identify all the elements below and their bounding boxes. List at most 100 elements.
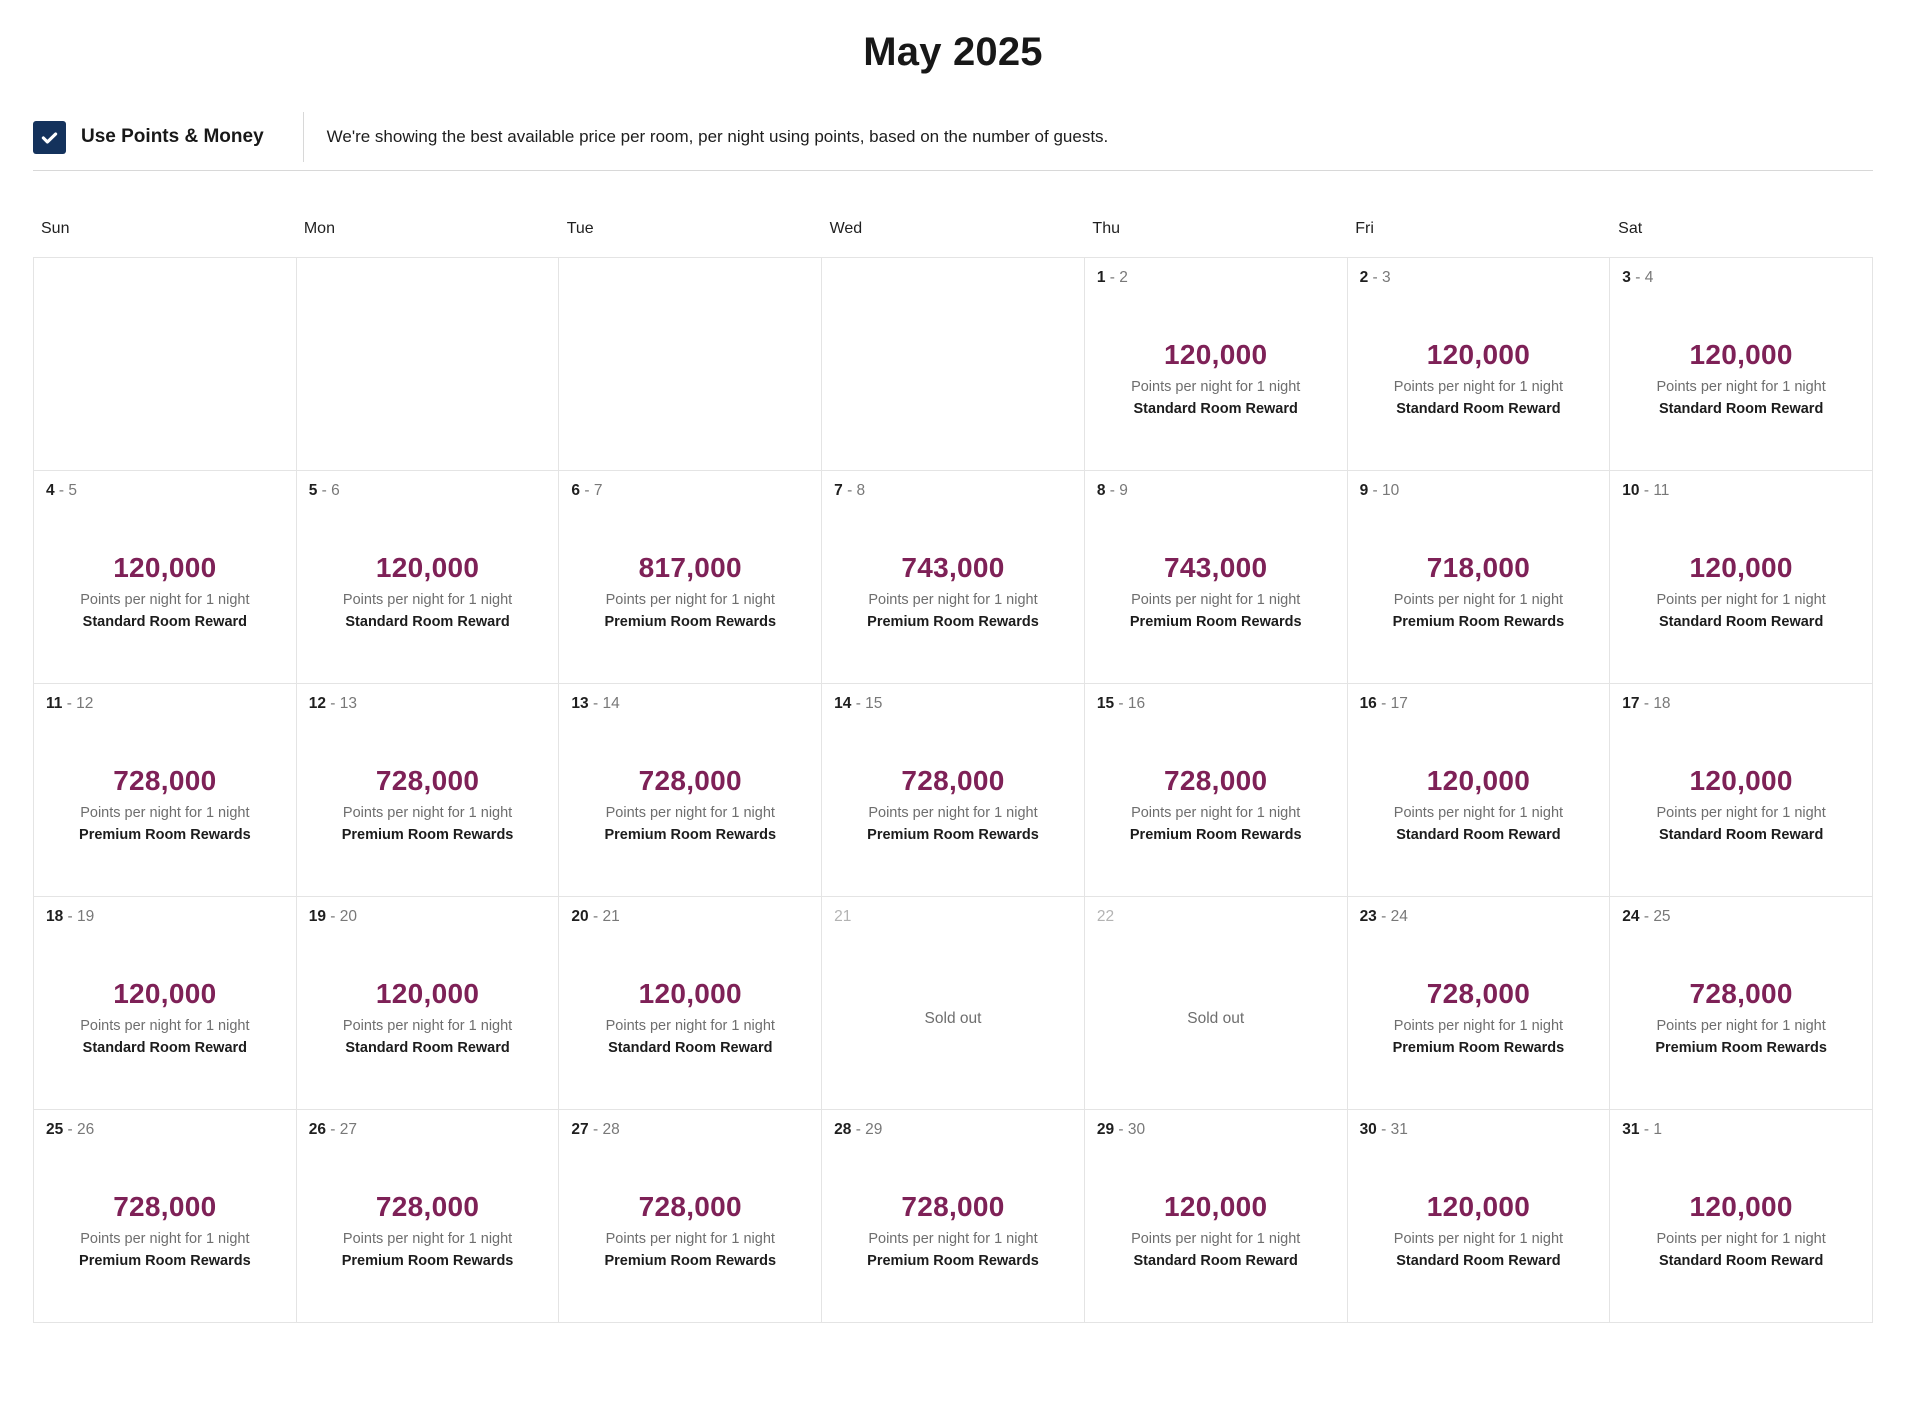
date-dash: - [588, 695, 603, 712]
calendar-cell[interactable]: 9 - 10 718,000 Points per night for 1 nigh… [1347, 471, 1611, 684]
calendar-cell[interactable]: 27 - 28 728,000 Points per night for 1 nig… [559, 1110, 823, 1323]
calendar-cell[interactable]: 14 - 15 728,000 Points per night for 1 nig… [822, 684, 1085, 897]
calendar-cell[interactable]: 24 - 25 728,000 Points per night for 1 nig… [1610, 897, 1873, 1110]
room-reward-type: Premium Room Rewards [341, 1253, 514, 1269]
date-start: 11 [46, 695, 63, 712]
per-night-label: Points per night for 1 night [1131, 1231, 1301, 1247]
date-range: 25 - 26 [46, 1120, 284, 1139]
calendar-cell[interactable]: 31 - 1 120,000 Points per night for 1 nigh… [1610, 1110, 1873, 1323]
date-dash: - [1376, 1121, 1391, 1138]
per-night-label: Points per night for 1 night [1656, 592, 1826, 608]
calendar-cell[interactable]: 16 - 17 120,000 Points per night for 1 nig… [1347, 684, 1611, 897]
date-range: 22 [1097, 907, 1335, 926]
day-header-thu: Thu [1092, 220, 1120, 237]
calendar-cell[interactable]: 23 - 24 728,000 Points per night for 1 nig… [1347, 897, 1611, 1110]
date-start: 5 [308, 482, 318, 499]
calendar-cell[interactable]: 15 - 16 728,000 Points per night for 1 nig… [1084, 684, 1348, 897]
calendar-cell[interactable]: 30 - 31 120,000 Points per night for 1 nig… [1347, 1110, 1611, 1323]
day-header-fri: Fri [1355, 220, 1374, 237]
room-reward-type: Standard Room Reward [1396, 1253, 1561, 1269]
date-end: 30 [1127, 1121, 1146, 1138]
calendar-cell[interactable]: 7 - 8 743,000 Points per night for 1 night… [822, 471, 1085, 684]
points-value: 120,000 [113, 978, 217, 1009]
room-reward-type: Premium Room Rewards [867, 827, 1039, 843]
room-reward-type: Standard Room Reward [1658, 827, 1824, 843]
room-reward-type: Premium Room Rewards [79, 827, 251, 843]
calendar-cell[interactable]: 3 - 4 120,000 Points per night for 1 night… [1610, 258, 1873, 471]
date-end: 25 [1653, 908, 1671, 925]
date-start: 14 [834, 695, 852, 712]
calendar-cell[interactable]: 8 - 9 743,000 Points per night for 1 night… [1084, 471, 1348, 684]
points-value: 120,000 [638, 978, 742, 1009]
date-dash: - [1376, 908, 1391, 925]
calendar-cell[interactable]: 26 - 27 728,000 Points per night for 1 nig… [296, 1110, 560, 1323]
calendar-cell[interactable]: 2 - 3 120,000 Points per night for 1 night… [1347, 258, 1611, 471]
date-start: 26 [308, 1121, 326, 1138]
use-points-label[interactable]: Use Points & Money [81, 126, 264, 147]
points-value: 120,000 [1689, 552, 1793, 583]
room-reward-type: Standard Room Reward [1658, 401, 1824, 417]
calendar-cell[interactable]: 28 - 29 728,000 Points per night for 1 nig… [822, 1110, 1085, 1323]
per-night-label: Points per night for 1 night [342, 1231, 513, 1247]
calendar-cell[interactable]: 19 - 20 120,000 Points per night for 1 nig… [296, 897, 560, 1110]
date-end: 15 [865, 695, 883, 712]
date-end: 4 [1644, 269, 1654, 286]
calendar-cell[interactable]: 25 - 26 728,000 Points per night for 1 nig… [34, 1110, 297, 1323]
sold-out-label: Sold out [924, 1010, 982, 1027]
date-dash: - [317, 482, 332, 499]
date-start: 20 [571, 908, 589, 925]
date-start: 25 [46, 1121, 64, 1138]
date-dash: - [1639, 695, 1654, 712]
date-end: 11 [1653, 482, 1670, 499]
calendar-cell[interactable]: 13 - 14 728,000 Points per night for 1 nig… [559, 684, 823, 897]
points-value: 120,000 [1689, 765, 1793, 796]
points-value: 120,000 [1164, 339, 1268, 370]
date-dash: - [1639, 908, 1654, 925]
per-night-label: Points per night for 1 night [1393, 1018, 1564, 1034]
date-dash: - [63, 1121, 78, 1138]
date-start: 1 [1096, 269, 1106, 286]
calendar-cell[interactable]: 1 - 2 120,000 Points per night for 1 night… [1084, 258, 1348, 471]
date-dash: - [842, 482, 857, 499]
calendar-cell[interactable]: 10 - 11 120,000 Points per night for 1 nig… [1610, 471, 1873, 684]
use-points-checkbox[interactable] [33, 120, 66, 154]
date-start: 23 [1359, 908, 1377, 925]
date-range: 11 - 12 [46, 694, 284, 713]
calendar-cell[interactable]: 29 - 30 120,000 Points per night for 1 nig… [1084, 1110, 1348, 1323]
calendar-cell[interactable]: 5 - 6 120,000 Points per night for 1 night… [296, 471, 560, 684]
date-dash: - [851, 1121, 866, 1138]
date-end: 27 [339, 1121, 357, 1138]
date-dash: - [63, 908, 78, 925]
calendar-cell[interactable]: 4 - 5 120,000 Points per night for 1 night… [34, 471, 297, 684]
date-end: 29 [865, 1121, 883, 1138]
per-night-label: Points per night for 1 night [868, 1231, 1038, 1247]
date-end: 21 [602, 908, 620, 925]
points-value: 728,000 [375, 1191, 480, 1222]
points-value: 120,000 [1164, 1191, 1268, 1222]
date-start: 8 [1096, 482, 1106, 499]
calendar-cell[interactable]: 17 - 18 120,000 Points per night for 1 nig… [1610, 684, 1873, 897]
calendar-cell[interactable]: 18 - 19 120,000 Points per night for 1 nig… [34, 897, 297, 1110]
calendar-cell[interactable]: 20 - 21 120,000 Points per night for 1 nig… [559, 897, 823, 1110]
date-start: 12 [308, 695, 326, 712]
date-end: 12 [76, 695, 94, 712]
calendar-cell-empty [822, 258, 1085, 471]
room-reward-type: Standard Room Reward [345, 1040, 510, 1056]
date-end: 18 [1653, 695, 1671, 712]
points-value: 718,000 [1426, 552, 1531, 583]
date-end: 24 [1390, 908, 1408, 925]
date-dash: - [580, 482, 594, 499]
calendar-cell[interactable]: 6 - 7 817,000 Points per night for 1 night… [559, 471, 823, 684]
room-reward-type: Standard Room Reward [82, 614, 248, 630]
calendar-cell-empty [34, 258, 297, 471]
date-start: 6 [571, 482, 581, 499]
room-reward-type: Standard Room Reward [345, 614, 510, 630]
calendar-cell[interactable]: 12 - 13 728,000 Points per night for 1 nig… [296, 684, 560, 897]
header-divider [33, 170, 1873, 171]
room-reward-type: Premium Room Rewards [341, 827, 514, 843]
date-range: 12 - 13 [309, 694, 547, 713]
room-reward-type: Standard Room Reward [1133, 401, 1298, 417]
per-night-label: Points per night for 1 night [1131, 805, 1301, 821]
calendar-cell[interactable]: 11 - 12 728,000 Points per night for 1 nig… [34, 684, 297, 897]
date-end: 9 [1119, 482, 1128, 499]
